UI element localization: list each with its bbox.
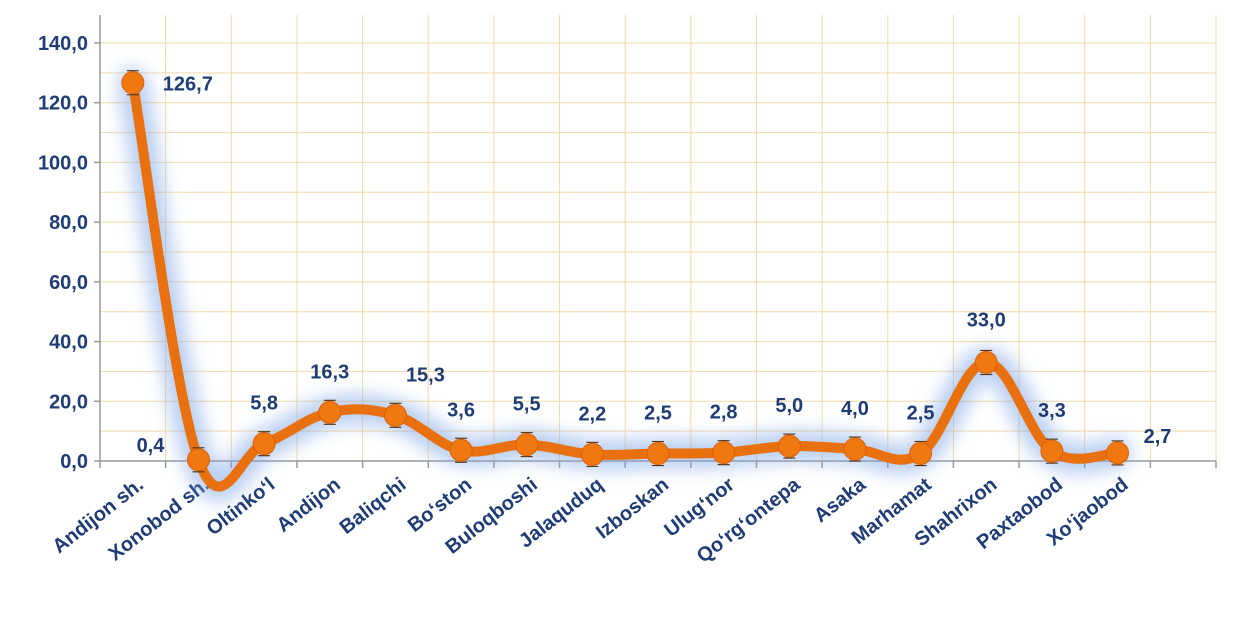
y-tick-label: 120,0 xyxy=(38,93,88,115)
data-label: 2,5 xyxy=(644,403,672,425)
data-label: 33,0 xyxy=(967,309,1006,331)
point-marker xyxy=(1040,439,1064,463)
data-point xyxy=(186,447,210,473)
point-marker xyxy=(515,433,539,457)
data-label: 3,3 xyxy=(1038,400,1066,422)
data-label: 5,5 xyxy=(513,394,541,416)
data-point xyxy=(909,440,933,467)
data-point xyxy=(515,431,539,458)
data-label: 126,7 xyxy=(163,74,213,96)
y-tick-label: 0,0 xyxy=(60,451,88,473)
point-marker xyxy=(843,437,867,461)
point-marker xyxy=(252,432,276,456)
point-marker xyxy=(383,403,407,427)
point-marker xyxy=(318,400,342,424)
data-label: 2,2 xyxy=(578,403,606,425)
data-label: 4,0 xyxy=(841,398,869,420)
data-point xyxy=(449,437,473,463)
data-label: 5,8 xyxy=(250,393,278,415)
y-tick-label: 140,0 xyxy=(38,33,88,55)
data-point xyxy=(974,349,998,376)
data-point xyxy=(646,440,670,467)
data-label: 2,5 xyxy=(907,403,935,425)
data-label: 16,3 xyxy=(310,361,349,383)
data-label: 0,4 xyxy=(137,435,166,457)
y-tick-label: 60,0 xyxy=(49,272,88,294)
point-marker xyxy=(449,438,473,462)
data-point xyxy=(843,436,867,462)
data-point xyxy=(777,433,801,459)
data-point xyxy=(1040,438,1064,464)
y-tick-label: 80,0 xyxy=(49,212,88,234)
data-point xyxy=(1106,440,1130,466)
y-tick-label: 40,0 xyxy=(49,332,88,354)
y-tick-label: 100,0 xyxy=(38,152,88,174)
y-axis-tick-labels: 0,0 20,0 40,0 60,0 80,0 100,0 120,0 140,0 xyxy=(38,33,88,473)
point-marker xyxy=(121,71,145,95)
x-tick-label: Izboskan xyxy=(592,474,673,544)
point-marker xyxy=(974,350,998,374)
x-tick-label: Asaka xyxy=(810,473,871,527)
data-labels: 126,7 0,4 5,8 16,3 15,33,6 5,5 2,2 2,5 2,8 5,0 4,0… xyxy=(137,74,1172,457)
data-point xyxy=(383,402,407,428)
point-marker xyxy=(777,434,801,458)
data-point xyxy=(712,440,736,466)
data-label: 2,7 xyxy=(1144,426,1172,448)
point-marker xyxy=(909,442,933,466)
point-marker xyxy=(712,441,736,465)
series-points xyxy=(121,70,1130,473)
y-tick-label: 20,0 xyxy=(49,391,88,413)
x-tick-label: Baliqchi xyxy=(336,474,411,539)
point-marker xyxy=(1106,441,1130,465)
point-marker xyxy=(186,448,210,472)
data-point xyxy=(252,431,276,457)
data-label: 3,6 xyxy=(447,399,475,421)
point-marker xyxy=(646,442,670,466)
data-label: 2,8 xyxy=(710,402,738,424)
data-point xyxy=(580,441,604,468)
data-label: 5,0 xyxy=(775,395,803,417)
x-tick-label: Andijon xyxy=(273,474,345,537)
data-label: 15,3 xyxy=(406,364,445,386)
point-marker xyxy=(580,442,604,466)
data-point xyxy=(318,399,342,425)
data-point xyxy=(121,70,145,96)
